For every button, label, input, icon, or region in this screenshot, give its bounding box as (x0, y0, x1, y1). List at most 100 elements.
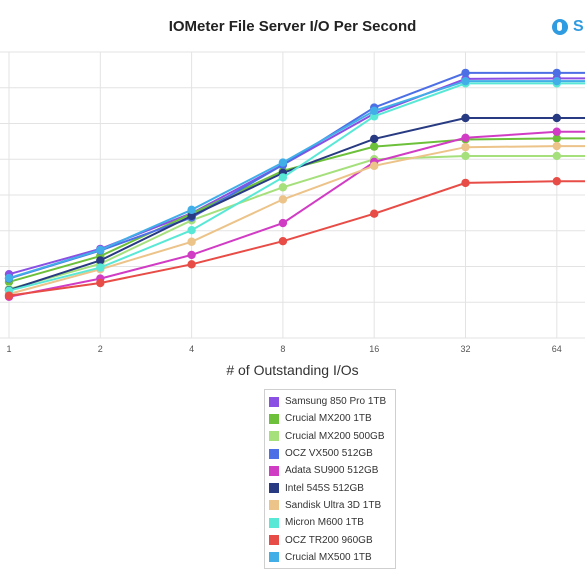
data-point (552, 127, 561, 136)
legend-item: OCZ TR200 960GB (269, 531, 391, 548)
data-point (96, 278, 105, 288)
data-point (278, 183, 288, 192)
series-0 (4, 74, 585, 279)
series-9 (4, 76, 585, 283)
data-point (370, 161, 379, 171)
data-point (278, 195, 288, 204)
legend-swatch (269, 500, 279, 511)
data-point (461, 151, 470, 161)
data-point (552, 76, 561, 86)
data-point (187, 211, 196, 221)
data-point (370, 142, 379, 151)
legend-label: Sandisk Ultra 3D 1TB (285, 499, 382, 511)
x-tick-label: 32 (460, 344, 470, 354)
legend-label: OCZ VX500 512GB (285, 448, 373, 460)
data-point (187, 260, 196, 269)
legend-item: Intel 545S 512GB (269, 479, 391, 496)
series-6 (4, 141, 585, 299)
series-line (8, 145, 585, 295)
x-tick-labels: 1 2 4 8 16 32 64 (6, 344, 561, 354)
x-tick-label: 16 (369, 344, 379, 354)
legend-swatch (269, 431, 279, 442)
series-line (8, 130, 585, 298)
legend: Samsung 850 Pro 1TB Crucial MX200 1TB Cruc… (264, 389, 396, 569)
legend-swatch (269, 448, 279, 459)
legend-item: Crucial MX200 1TB (269, 410, 391, 427)
series-8 (4, 177, 585, 300)
legend-label: Samsung 850 Pro 1TB (285, 396, 387, 408)
x-tick-label: 1 (6, 344, 11, 354)
series-line (8, 82, 585, 292)
data-point (187, 237, 196, 246)
series-line (8, 180, 585, 297)
data-point (4, 291, 14, 300)
data-point (278, 218, 288, 228)
data-point (370, 209, 379, 218)
data-point (552, 113, 561, 123)
series-layer (4, 68, 585, 301)
legend-label: Crucial MX200 1TB (285, 413, 372, 425)
x-tick-label: 64 (552, 344, 562, 354)
legend-item: Adata SU900 512GB (269, 462, 391, 479)
legend-item: Micron M600 1TB (269, 514, 391, 531)
data-point (370, 106, 379, 116)
chart-title: IOMeter File Server I/O Per Second (168, 18, 417, 35)
data-point (461, 76, 470, 86)
legend-label: Micron M600 1TB (285, 517, 364, 529)
data-point (461, 178, 470, 188)
brand-logo: S (552, 18, 584, 36)
legend-swatch (269, 517, 279, 528)
x-tick-label: 2 (98, 344, 103, 354)
data-point (461, 68, 470, 78)
plot-area: 1 2 4 8 16 32 64 (0, 51, 585, 354)
series-5 (4, 113, 585, 295)
legend-item: Samsung 850 Pro 1TB (269, 393, 391, 410)
x-tick-label: 4 (189, 344, 194, 354)
legend-swatch (269, 396, 279, 407)
legend-swatch (269, 465, 279, 476)
legend-item: Sandisk Ultra 3D 1TB (269, 497, 391, 514)
data-point (552, 68, 561, 78)
legend-item: Crucial MX200 500GB (269, 428, 391, 445)
data-point (552, 177, 561, 186)
data-point (278, 173, 288, 182)
data-point (278, 158, 288, 167)
data-point (461, 113, 470, 123)
data-point (278, 237, 288, 246)
series-line (8, 117, 585, 292)
data-point (552, 151, 561, 161)
data-point (96, 263, 105, 272)
legend-swatch (269, 483, 279, 494)
data-point (187, 250, 196, 260)
legend-label: Crucial MX500 1TB (285, 551, 372, 563)
legend-label: Crucial MX200 500GB (285, 430, 385, 442)
data-point (187, 226, 196, 235)
legend-swatch (269, 552, 279, 563)
data-point (552, 141, 561, 151)
series-line (8, 137, 585, 283)
x-axis-label: # of Outstanding I/Os (226, 362, 359, 378)
series-line (8, 80, 585, 280)
legend-swatch (269, 413, 279, 424)
x-tick-label: 8 (280, 344, 285, 354)
series-line (8, 77, 585, 276)
data-point (4, 273, 14, 283)
data-point (461, 142, 470, 152)
legend-swatch (269, 535, 279, 546)
legend-item: Crucial MX500 1TB (269, 549, 391, 566)
legend-label: Intel 545S 512GB (285, 482, 364, 494)
data-point (187, 205, 196, 215)
brand-text: S (573, 18, 584, 35)
series-line (8, 71, 585, 280)
legend-item: OCZ VX500 512GB (269, 445, 391, 462)
series-line (8, 155, 585, 291)
legend-label: Adata SU900 512GB (285, 465, 379, 477)
logo-icon (552, 19, 568, 35)
data-point (370, 134, 379, 144)
series-4 (4, 127, 585, 301)
data-point (96, 245, 105, 255)
legend-label: OCZ TR200 960GB (285, 534, 373, 546)
data-point (461, 133, 470, 142)
data-point (96, 256, 105, 265)
data-point (552, 134, 561, 143)
